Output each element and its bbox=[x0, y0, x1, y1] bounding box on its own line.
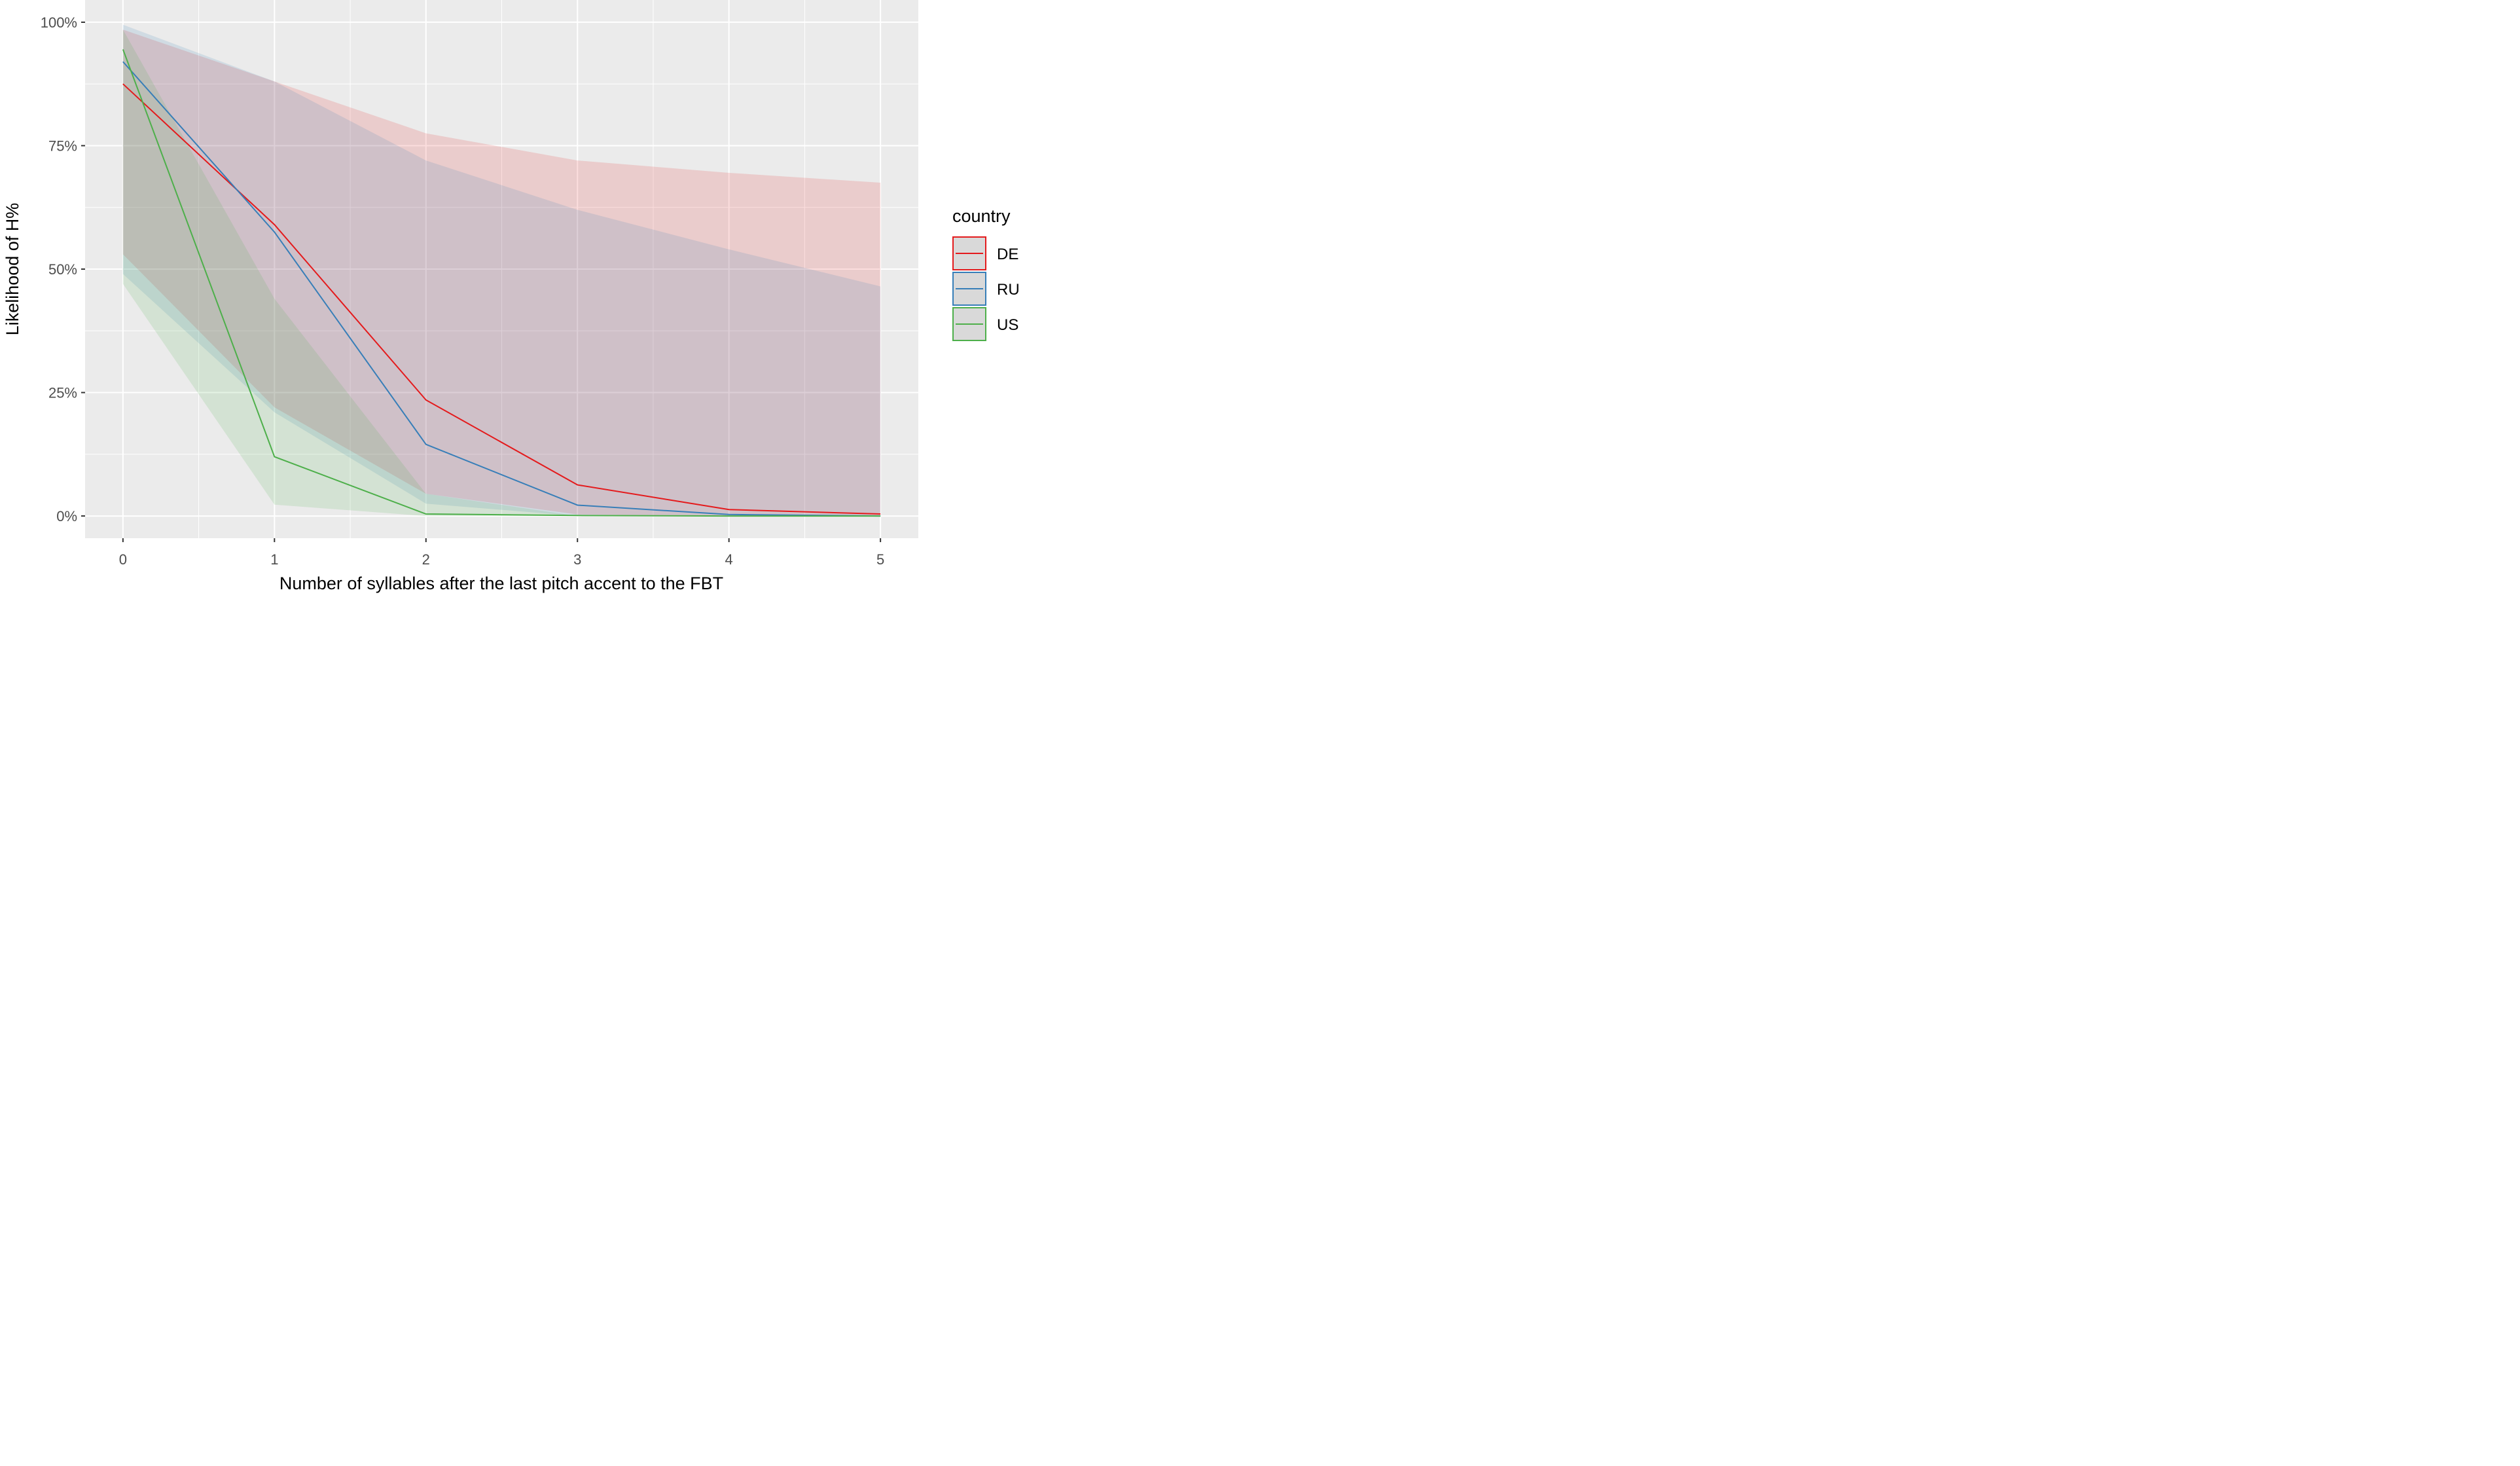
major-grid bbox=[85, 0, 918, 538]
x-tick-label: 1 bbox=[270, 551, 278, 568]
y-tick-label: 50% bbox=[48, 261, 77, 278]
series-lines bbox=[122, 49, 881, 517]
y-tick-label: 25% bbox=[48, 385, 77, 401]
x-tick-label: 5 bbox=[876, 551, 884, 568]
y-axis-title: Likelihood of H% bbox=[3, 203, 22, 336]
legend-key-us: US bbox=[952, 307, 1018, 341]
y-axis: 0% 25% 50% 75% 100% bbox=[41, 14, 85, 524]
x-tick-label: 4 bbox=[725, 551, 733, 568]
legend-label: RU bbox=[997, 281, 1020, 299]
legend-key-ru: RU bbox=[952, 272, 1020, 306]
x-axis-title: Number of syllables after the last pitch… bbox=[279, 574, 723, 593]
ribbon-ru bbox=[122, 24, 881, 517]
ribbon-de bbox=[122, 29, 881, 517]
x-tick-label: 0 bbox=[119, 551, 127, 568]
legend-label: US bbox=[997, 316, 1018, 334]
legend: country DE RU US bbox=[952, 206, 1020, 341]
y-tick-label: 75% bbox=[48, 137, 77, 154]
x-tick-label: 3 bbox=[573, 551, 581, 568]
x-axis: 0 1 2 3 4 5 bbox=[119, 538, 884, 568]
line-us bbox=[122, 49, 881, 517]
y-tick-label: 100% bbox=[41, 14, 77, 31]
ribbon-us bbox=[122, 29, 881, 517]
x-tick-label: 2 bbox=[422, 551, 430, 568]
legend-label: DE bbox=[997, 246, 1018, 263]
y-tick-label: 0% bbox=[56, 508, 77, 524]
legend-key-de: DE bbox=[952, 236, 1018, 270]
legend-title: country bbox=[952, 206, 1011, 226]
line-de bbox=[122, 83, 881, 515]
line-ru bbox=[122, 61, 881, 517]
chart: 0% 25% 50% 75% 100% 0 1 2 3 4 5 Number of syllabl… bbox=[3, 0, 1020, 593]
confidence-ribbons bbox=[122, 24, 881, 517]
